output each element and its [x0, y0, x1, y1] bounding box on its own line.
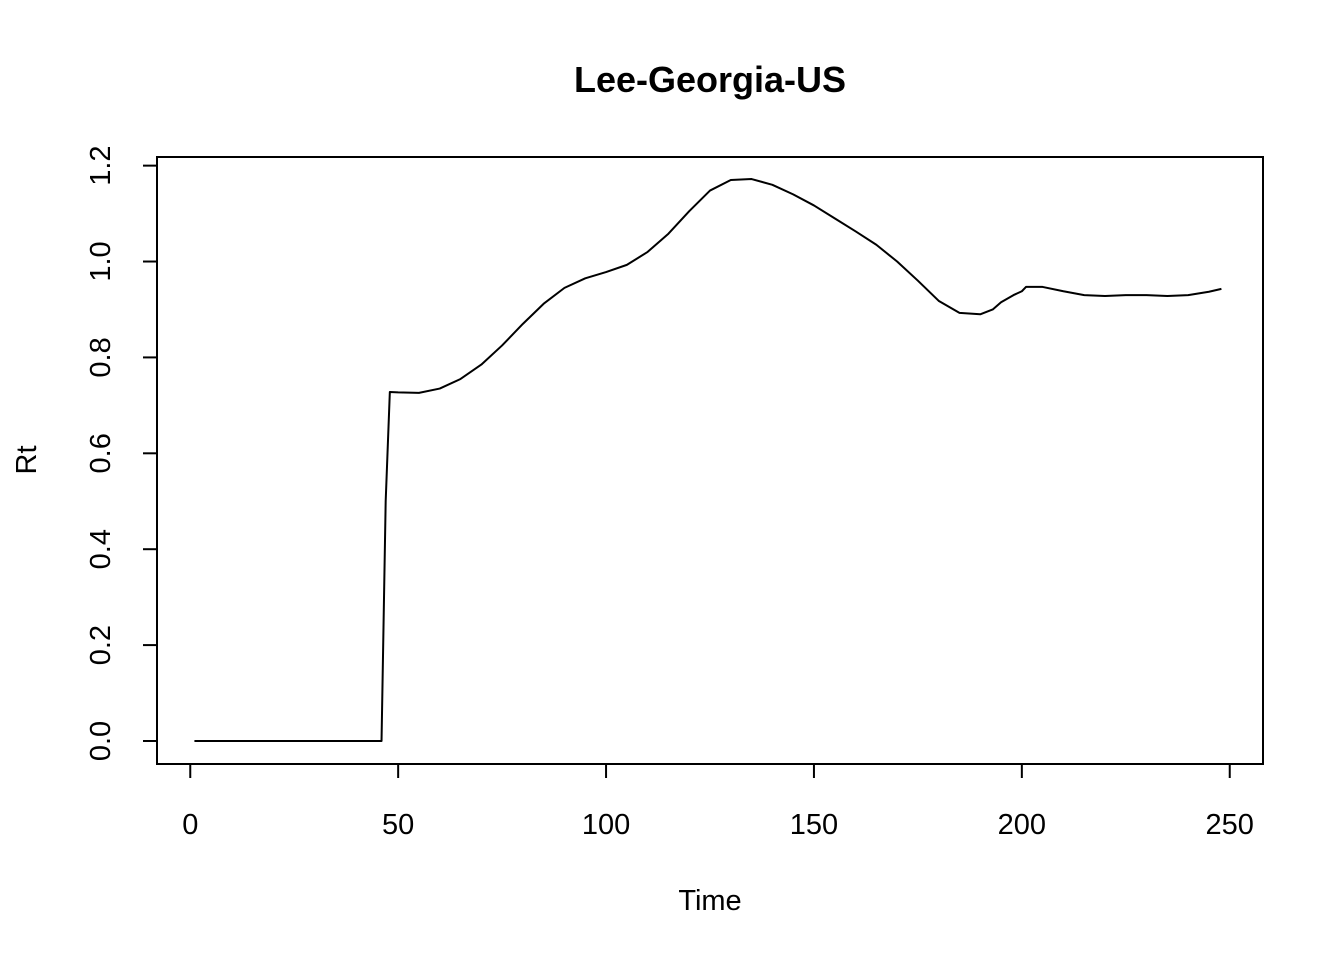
- x-tick-label: 250: [1206, 809, 1254, 841]
- y-tick-label: 0.4: [85, 529, 117, 569]
- x-tick-label: 100: [582, 809, 630, 841]
- x-tick-label: 200: [998, 809, 1046, 841]
- y-tick-label: 0.8: [85, 337, 117, 377]
- x-axis-label: Time: [678, 885, 741, 917]
- y-tick-label: 0.2: [85, 625, 117, 665]
- x-tick-label: 50: [382, 809, 414, 841]
- y-tick-label: 0.0: [85, 721, 117, 761]
- y-axis: 0.0 0.2 0.4 0.6 0.8 1.0 1.2: [85, 145, 158, 761]
- series-line: [194, 178, 1222, 742]
- y-tick-label: 0.6: [85, 433, 117, 473]
- chart-title: Lee-Georgia-US: [574, 59, 846, 100]
- plot-frame: [156, 156, 1264, 765]
- x-tick-label: 150: [790, 809, 838, 841]
- y-axis-label: Rt: [11, 446, 43, 475]
- y-tick-label: 1.2: [85, 145, 117, 185]
- y-tick-label: 1.0: [85, 241, 117, 281]
- x-axis: 0 50 100 150 200 250: [182, 763, 1254, 841]
- x-tick-label: 0: [182, 809, 198, 841]
